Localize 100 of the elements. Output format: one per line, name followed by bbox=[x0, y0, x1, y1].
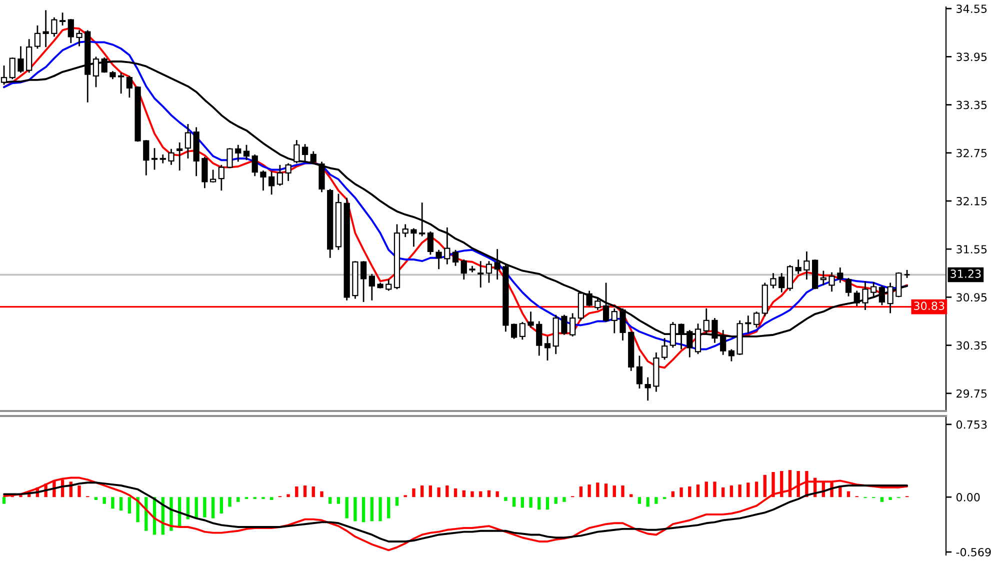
candlestick bbox=[661, 337, 668, 360]
candlestick bbox=[294, 139, 300, 164]
bar bbox=[437, 487, 440, 498]
bar bbox=[646, 497, 650, 507]
bar bbox=[412, 488, 416, 498]
candlestick bbox=[528, 310, 534, 328]
line-series bbox=[3, 482, 908, 542]
candlestick bbox=[611, 308, 618, 334]
candlestick bbox=[820, 270, 826, 286]
candlestick bbox=[845, 277, 852, 298]
candlestick bbox=[68, 18, 74, 44]
candlestick bbox=[878, 285, 886, 306]
bar bbox=[2, 497, 6, 504]
candlestick bbox=[436, 249, 442, 270]
bar bbox=[638, 497, 642, 504]
bar bbox=[94, 497, 98, 500]
bar bbox=[378, 497, 382, 522]
candlestick bbox=[310, 150, 316, 165]
candlestick bbox=[478, 260, 484, 288]
candlestick bbox=[728, 348, 735, 362]
candlestick bbox=[837, 266, 844, 284]
bar bbox=[504, 497, 508, 501]
bar bbox=[654, 497, 658, 504]
bar bbox=[680, 487, 683, 498]
y-tick-label: 29.75 bbox=[956, 389, 987, 398]
candlestick bbox=[510, 322, 518, 340]
candlestick bbox=[644, 376, 651, 402]
bar bbox=[102, 497, 106, 504]
bar bbox=[604, 484, 608, 498]
candlestick bbox=[870, 281, 877, 298]
candlestick bbox=[770, 272, 776, 290]
candlestick bbox=[218, 164, 224, 192]
candlestick bbox=[118, 72, 124, 94]
bar bbox=[746, 482, 750, 498]
candlestick bbox=[427, 230, 434, 256]
candlestick bbox=[243, 144, 250, 161]
bar bbox=[211, 497, 215, 518]
candlestick bbox=[786, 264, 794, 292]
candlestick bbox=[76, 30, 82, 47]
candlestick bbox=[594, 296, 601, 311]
candlestick bbox=[184, 123, 192, 160]
bar bbox=[730, 486, 734, 498]
bar bbox=[295, 486, 298, 498]
bar bbox=[446, 486, 449, 498]
y-tick-label: 32.15 bbox=[956, 196, 987, 206]
y-tick-label: 33.95 bbox=[956, 52, 987, 62]
candlestick bbox=[151, 147, 158, 170]
candlestick bbox=[570, 312, 576, 338]
y-tick-label: 30.35 bbox=[956, 341, 987, 350]
bar bbox=[111, 497, 114, 509]
y-tick-label: 32.75 bbox=[956, 148, 987, 158]
bar bbox=[236, 497, 240, 502]
bar bbox=[688, 486, 692, 498]
bar bbox=[880, 497, 884, 502]
bar bbox=[546, 497, 550, 510]
bar bbox=[520, 497, 524, 508]
candlestick bbox=[862, 280, 868, 311]
bar bbox=[370, 497, 374, 522]
candlestick bbox=[235, 144, 242, 162]
candlestick bbox=[42, 10, 49, 48]
bar bbox=[428, 486, 432, 498]
candlestick bbox=[586, 290, 592, 308]
candlestick bbox=[252, 154, 258, 177]
bar bbox=[554, 497, 558, 504]
candlestick bbox=[176, 142, 183, 172]
bar bbox=[470, 491, 474, 498]
candlestick bbox=[486, 260, 492, 284]
y-tick-label: 0.753 bbox=[956, 420, 987, 429]
candlestick bbox=[126, 75, 132, 98]
candlestick bbox=[51, 16, 58, 38]
bar bbox=[119, 497, 123, 511]
ref-line-label: 31.23 bbox=[950, 270, 981, 278]
candlestick bbox=[59, 12, 66, 26]
bar bbox=[562, 497, 566, 502]
candlestick bbox=[268, 170, 275, 196]
bar bbox=[538, 497, 541, 510]
bar bbox=[312, 486, 315, 498]
bar bbox=[303, 486, 307, 498]
candlestick bbox=[602, 282, 610, 323]
candlestick bbox=[226, 147, 233, 169]
candlestick bbox=[276, 164, 283, 186]
bar bbox=[754, 482, 758, 498]
candlestick bbox=[452, 249, 459, 267]
bar bbox=[888, 497, 892, 500]
bar bbox=[78, 486, 81, 498]
bar bbox=[328, 497, 332, 504]
bar bbox=[387, 497, 390, 518]
bar bbox=[354, 497, 357, 522]
bar bbox=[487, 490, 491, 498]
candlestick bbox=[460, 258, 467, 280]
bar bbox=[696, 484, 700, 498]
bar bbox=[722, 487, 725, 498]
candlestick bbox=[18, 46, 24, 74]
candlestick bbox=[753, 310, 760, 328]
y-tick-label: 31.55 bbox=[956, 245, 987, 254]
candlestick bbox=[804, 250, 810, 280]
candlestick bbox=[828, 272, 835, 292]
candlestick bbox=[536, 320, 542, 356]
candlestick bbox=[561, 314, 568, 336]
candlestick bbox=[410, 228, 417, 248]
